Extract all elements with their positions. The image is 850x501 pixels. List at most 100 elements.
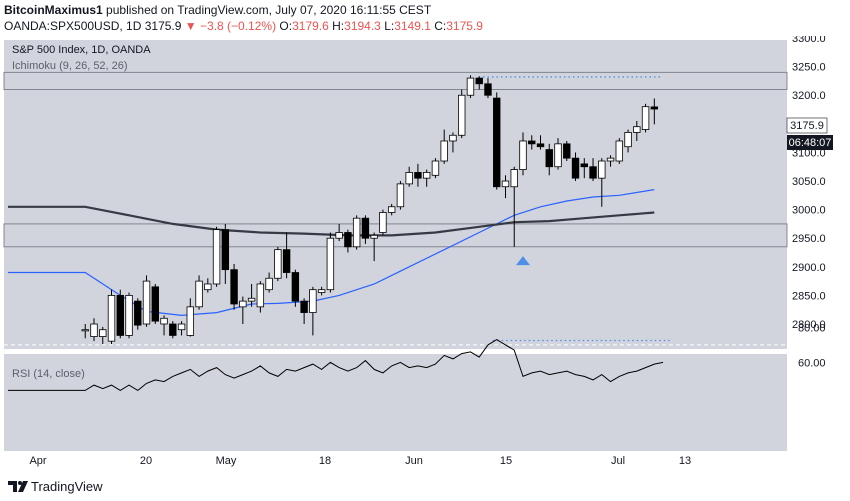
tradingview-brand[interactable]: TradingView — [31, 479, 103, 494]
candle-body-bull — [239, 300, 247, 308]
candle-body-bear — [493, 97, 501, 188]
rsi-axis-label: 60.00 — [798, 357, 826, 369]
candle-body-bull — [431, 160, 440, 176]
candle — [493, 92, 501, 190]
candle — [221, 223, 230, 284]
candle-body-bear — [536, 143, 545, 148]
candle — [519, 132, 527, 176]
high-label: H: — [332, 19, 345, 33]
candle-body-bull — [326, 237, 335, 291]
footer: TradingView — [0, 472, 850, 501]
time-axis-label: 15 — [500, 455, 512, 467]
ichimoku-legend[interactable]: Ichimoku (9, 26, 52, 26) — [12, 60, 128, 72]
candle-body-bear — [169, 323, 177, 336]
tradingview-logo-icon[interactable] — [8, 478, 28, 494]
candle — [501, 175, 510, 199]
candle-body-bull — [624, 132, 632, 148]
candle-body-bear — [563, 143, 571, 159]
time-axis-label: 18 — [319, 455, 331, 467]
candle — [151, 283, 159, 324]
candle-body-bear — [151, 286, 159, 322]
candle-body-bull — [370, 234, 378, 239]
candle-body-bull — [633, 126, 641, 133]
candle — [484, 78, 492, 99]
last-price-tag — [786, 117, 828, 134]
candle — [650, 98, 659, 125]
time-axis-label: Jun — [405, 455, 423, 467]
candle — [641, 103, 650, 133]
candle-body-bear — [116, 295, 124, 336]
candle — [335, 223, 343, 242]
candle — [598, 158, 606, 207]
series-legend-title[interactable]: S&P 500 Index, 1D, OANDA — [12, 44, 151, 56]
moving-average-line — [8, 205, 655, 237]
candle — [309, 286, 317, 336]
chart-header: BitcoinMaximus1 published on TradingView… — [0, 0, 850, 36]
price-axis-label: 3200.0 — [792, 90, 826, 102]
price-axis-label: 2950.0 — [792, 233, 826, 245]
time-axis-label: Apr — [29, 455, 46, 467]
candle-body-bear — [282, 249, 291, 273]
candle-body-bull — [352, 217, 361, 248]
candle — [458, 89, 466, 139]
rsi-pane — [4, 354, 787, 451]
candle-body-bull — [519, 140, 527, 170]
price-change: −3.8 (−0.12%) — [200, 19, 277, 33]
candle — [134, 298, 142, 330]
candle — [624, 129, 632, 153]
candle-body-bull — [606, 157, 615, 162]
rsi-series — [4, 339, 787, 392]
candle — [317, 286, 326, 296]
candle — [177, 321, 186, 336]
candle-body-bull — [90, 323, 98, 337]
candle-body-bull — [142, 280, 151, 325]
candle — [405, 166, 413, 187]
candle-body-bull — [160, 317, 168, 325]
time-axis-label: Jul — [611, 455, 625, 467]
rsi-line — [8, 339, 664, 392]
rsi-legend[interactable]: RSI (14, close) — [12, 368, 85, 380]
candle-body-bull — [440, 140, 448, 162]
low-value: 3149.1 — [394, 19, 431, 33]
open-label: O: — [279, 19, 293, 33]
author-name[interactable]: BitcoinMaximus1 — [4, 3, 103, 17]
candle — [204, 278, 212, 293]
candle-body-bull — [247, 297, 256, 302]
candle-body-bull — [186, 306, 195, 336]
candle-body-bull — [256, 283, 265, 308]
candle — [449, 132, 457, 153]
candle-body-bull — [195, 280, 203, 308]
high-value: 3194.3 — [344, 19, 381, 33]
close-label: C: — [434, 19, 447, 33]
candle-body-bull — [641, 106, 650, 130]
candle-body-bull — [317, 289, 326, 293]
candle-body-bull — [335, 232, 343, 239]
candle-body-bull — [449, 134, 457, 142]
candle — [563, 140, 571, 162]
candle — [571, 152, 580, 182]
candle — [247, 283, 256, 307]
horizontal-zones — [3, 71, 788, 342]
close-value: 3175.9 — [446, 19, 483, 33]
candle — [528, 135, 536, 150]
price-chart[interactable]: 3300.03250.03200.03150.03100.03050.03000… — [0, 36, 850, 472]
candle — [414, 163, 422, 187]
candle-body-bull — [379, 212, 387, 233]
price-axis-label: 2850.0 — [792, 290, 826, 302]
candle — [326, 232, 335, 293]
candle — [300, 298, 308, 324]
candle-body-bull — [458, 94, 466, 136]
candle — [90, 318, 98, 342]
candle-body-bear — [291, 272, 300, 302]
candle — [387, 203, 396, 216]
candle — [344, 229, 352, 253]
candle — [169, 321, 177, 339]
candle — [99, 326, 107, 345]
candle-body-bull — [396, 183, 405, 208]
candle-body-bull — [615, 140, 623, 162]
candle-body-bull — [81, 329, 89, 332]
candle-body-bear — [528, 140, 536, 145]
last-price-tag-text: 3175.9 — [790, 120, 824, 132]
down-arrow-icon: ▼ — [184, 19, 197, 33]
candle-body-bear — [134, 300, 142, 326]
